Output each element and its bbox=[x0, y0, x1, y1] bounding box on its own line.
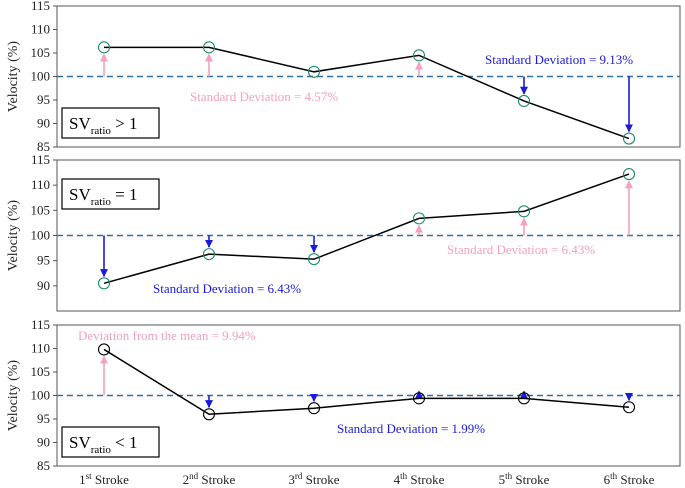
chart-panel-1: 85 90 95 100 105 110 115 Velocity (%) SVratio > … bbox=[6, 0, 681, 154]
x-tick-label: 1st Stroke bbox=[79, 471, 129, 487]
data-point-marker bbox=[307, 402, 321, 415]
data-point-marker bbox=[622, 168, 636, 181]
sv-ratio-box bbox=[61, 107, 160, 139]
data-point-marker bbox=[307, 65, 321, 78]
x-tick-label: 3rd Stroke bbox=[288, 471, 339, 487]
y-tick-label: 90 bbox=[37, 278, 50, 293]
y-tick-label: 100 bbox=[31, 228, 51, 243]
sv-ratio-base: SV bbox=[69, 185, 91, 204]
data-point-marker bbox=[202, 41, 216, 54]
y-axis-label: Velocity (%) bbox=[6, 200, 21, 271]
data-point-marker bbox=[202, 408, 216, 421]
x-tick-label: 5th Stroke bbox=[499, 471, 550, 487]
sv-ratio-comparison: = 1 bbox=[111, 185, 138, 204]
y-tick-label: 95 bbox=[37, 253, 50, 268]
x-tick-word: Stroke bbox=[617, 472, 654, 487]
x-tick-number: 1 bbox=[79, 472, 86, 487]
x-tick-label: 4th Stroke bbox=[394, 471, 445, 487]
data-point-marker bbox=[202, 248, 216, 261]
sv-ratio-subscript: ratio bbox=[91, 196, 112, 208]
sv-ratio-label: SVratio = 1 bbox=[69, 185, 138, 208]
y-tick-label: 105 bbox=[31, 202, 51, 217]
data-point-marker bbox=[412, 392, 426, 405]
series-line bbox=[103, 173, 630, 285]
x-tick-number: 4 bbox=[394, 472, 401, 487]
annotation-text: Standard Deviation = 4.57% bbox=[190, 89, 338, 104]
x-tick-number: 6 bbox=[604, 472, 611, 487]
sv-ratio-comparison: > 1 bbox=[111, 114, 138, 133]
y-tick-label: 85 bbox=[37, 139, 50, 154]
annotation-text: Standard Deviation = 6.43% bbox=[447, 242, 595, 257]
annotation-text: Standard Deviation = 9.13% bbox=[485, 52, 633, 67]
sv-ratio-subscript: ratio bbox=[91, 444, 112, 456]
sv-ratio-base: SV bbox=[69, 114, 91, 133]
data-point-marker bbox=[622, 132, 636, 145]
sv-ratio-comparison: < 1 bbox=[111, 433, 138, 452]
data-point-marker bbox=[97, 343, 111, 356]
annotation-text: Deviation from the mean = 9.94% bbox=[78, 328, 256, 343]
x-tick-label: 2nd Stroke bbox=[183, 471, 236, 487]
x-tick-word: Stroke bbox=[198, 472, 235, 487]
x-tick-number: 3 bbox=[288, 472, 295, 487]
annotation-text: Standard Deviation = 6.43% bbox=[153, 281, 301, 296]
data-point-marker bbox=[412, 49, 426, 62]
sv-ratio-box bbox=[61, 178, 160, 210]
y-tick-label: 110 bbox=[31, 177, 50, 192]
y-axis-label: Velocity (%) bbox=[6, 41, 21, 112]
y-tick-label: 85 bbox=[37, 458, 50, 473]
x-tick-word: Stroke bbox=[92, 472, 129, 487]
y-tick-label: 95 bbox=[37, 411, 50, 426]
y-tick-label: 115 bbox=[31, 317, 50, 332]
chart-panel-3: 85 90 95 100 105 110 115 Velocity (%) SVratio < … bbox=[6, 317, 681, 473]
y-tick-label: 110 bbox=[31, 341, 50, 356]
sv-ratio-subscript: ratio bbox=[91, 125, 112, 137]
y-tick-label: 90 bbox=[37, 435, 50, 450]
x-tick-superscript: rd bbox=[295, 471, 303, 481]
x-tick-superscript: th bbox=[400, 471, 408, 481]
y-tick-label: 90 bbox=[37, 116, 50, 131]
x-tick-number: 5 bbox=[499, 472, 506, 487]
data-point-marker bbox=[622, 401, 636, 414]
data-point-marker bbox=[517, 94, 531, 107]
sv-ratio-label: SVratio < 1 bbox=[69, 433, 138, 456]
x-tick-superscript: th bbox=[610, 471, 618, 481]
y-axis-label: Velocity (%) bbox=[6, 360, 21, 431]
y-tick-label: 115 bbox=[31, 152, 50, 167]
x-tick-label: 6th Stroke bbox=[604, 471, 655, 487]
y-tick-label: 115 bbox=[31, 0, 50, 13]
x-tick-word: Stroke bbox=[512, 472, 549, 487]
y-tick-label: 100 bbox=[31, 388, 51, 403]
sv-ratio-box bbox=[61, 426, 160, 458]
x-tick-superscript: st bbox=[86, 471, 93, 481]
y-tick-label: 95 bbox=[37, 92, 50, 107]
series-line bbox=[104, 46, 630, 140]
data-point-marker bbox=[97, 41, 111, 54]
sv-ratio-base: SV bbox=[69, 433, 91, 452]
data-point-marker bbox=[517, 392, 531, 405]
series-line bbox=[103, 348, 630, 416]
annotation-text: Standard Deviation = 1.99% bbox=[337, 421, 485, 436]
data-point-marker bbox=[97, 277, 111, 290]
y-tick-label: 105 bbox=[31, 364, 51, 379]
y-tick-label: 100 bbox=[31, 69, 51, 84]
x-tick-number: 2 bbox=[183, 472, 190, 487]
data-point-marker bbox=[412, 212, 426, 225]
sv-ratio-label: SVratio > 1 bbox=[69, 114, 138, 137]
y-tick-label: 105 bbox=[31, 45, 51, 60]
data-point-marker bbox=[517, 205, 531, 218]
x-tick-superscript: th bbox=[505, 471, 513, 481]
data-point-marker bbox=[307, 253, 321, 266]
x-tick-word: Stroke bbox=[302, 472, 339, 487]
y-tick-label: 110 bbox=[31, 22, 50, 37]
x-tick-word: Stroke bbox=[407, 472, 444, 487]
x-tick-superscript: nd bbox=[189, 471, 199, 481]
